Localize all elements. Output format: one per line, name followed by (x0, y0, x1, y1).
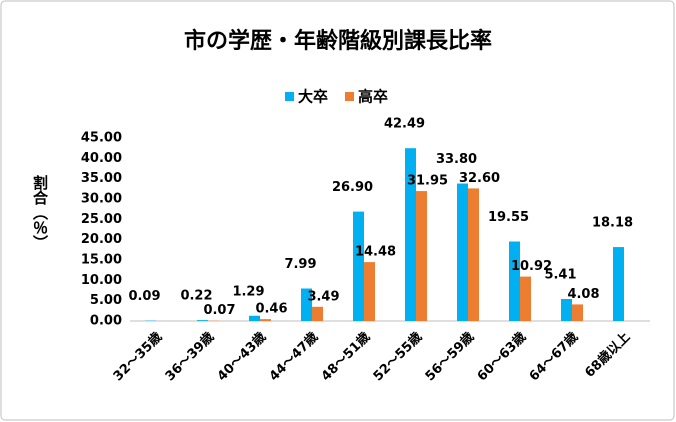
bar (197, 320, 208, 321)
y-tick-label: 40.00 (81, 151, 122, 166)
y-axis-label: 割合（％） (31, 174, 49, 250)
data-label: 5.41 (544, 267, 576, 282)
bar (416, 191, 427, 321)
data-label: 32.60 (459, 171, 500, 186)
data-label: 0.22 (180, 289, 212, 304)
data-label: 7.99 (284, 257, 316, 272)
data-label: 31.95 (407, 174, 448, 189)
data-label: 19.55 (488, 210, 529, 225)
data-label: 0.09 (128, 289, 160, 304)
bar (572, 304, 583, 321)
y-tick-label: 25.00 (81, 212, 122, 227)
bar (509, 241, 520, 321)
legend-swatch (345, 92, 354, 101)
data-label: 42.49 (384, 117, 425, 132)
y-tick-label: 10.00 (81, 273, 122, 288)
y-tick-label: 15.00 (81, 253, 122, 268)
legend-swatch (285, 92, 294, 101)
legend-label: 高卒 (358, 88, 388, 106)
data-label: 33.80 (436, 152, 477, 167)
data-label: 1.29 (232, 284, 264, 299)
bar (260, 319, 271, 321)
y-tick-label: 5.00 (90, 293, 122, 308)
y-tick-label: 20.00 (81, 232, 122, 247)
legend-label: 大卒 (298, 88, 328, 106)
data-label: 18.18 (592, 216, 633, 231)
y-tick-label: 30.00 (81, 192, 122, 207)
data-label: 26.90 (332, 180, 373, 195)
bar (520, 276, 531, 321)
bar (249, 315, 260, 321)
data-label: 3.49 (307, 289, 339, 304)
bar (561, 298, 572, 321)
bar (405, 148, 416, 321)
y-tick-label: 35.00 (81, 171, 122, 186)
bar (468, 188, 479, 321)
bar (613, 247, 624, 321)
bar (301, 288, 312, 321)
bar (312, 306, 323, 321)
data-label: 4.08 (567, 287, 599, 302)
bar (364, 262, 375, 321)
bar (353, 211, 364, 321)
y-tick-label: 45.00 (81, 131, 122, 146)
data-label: 14.48 (355, 245, 396, 260)
chart-title: 市の学歴・年齢階級別課長比率 (184, 28, 492, 54)
data-label: 0.07 (203, 303, 235, 318)
data-label: 0.46 (255, 302, 287, 317)
y-tick-label: 0.00 (90, 314, 122, 329)
data-label: 10.92 (511, 259, 552, 274)
bar (457, 183, 468, 321)
